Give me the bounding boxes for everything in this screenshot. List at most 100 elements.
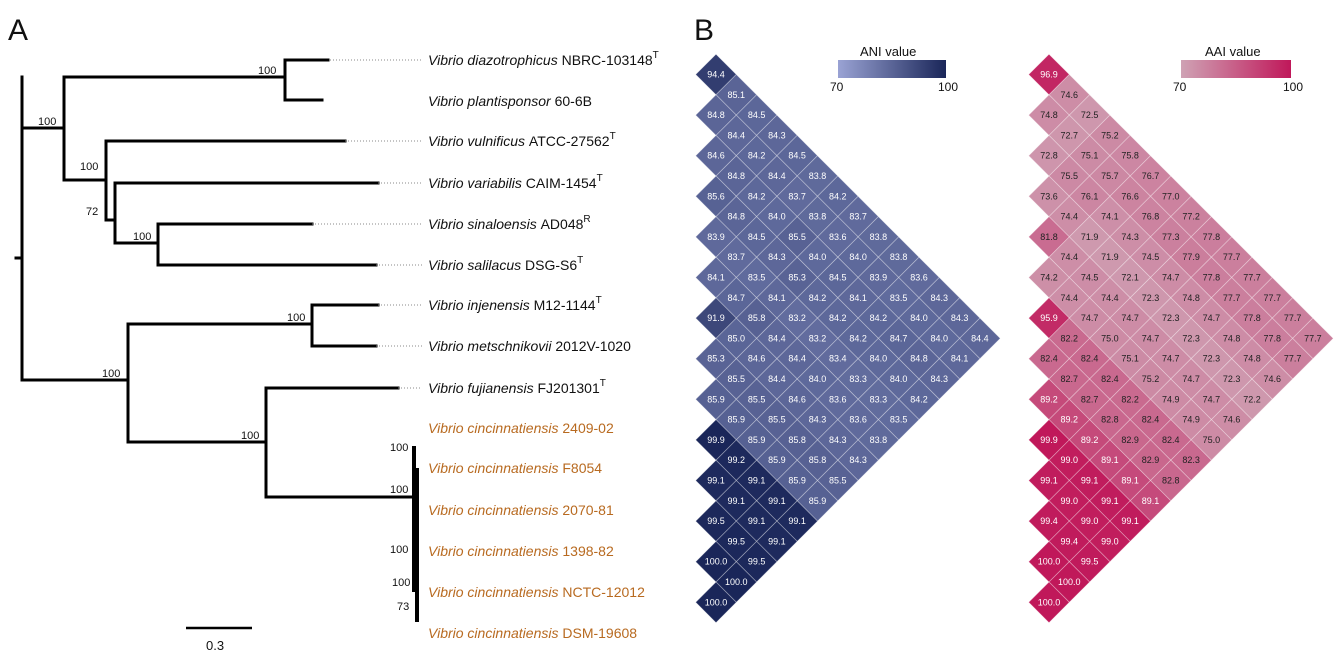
heatmap-cell-value: 74.4 xyxy=(1061,252,1079,262)
heatmap-cell-value: 82.4 xyxy=(1162,435,1180,445)
heatmap-cell-value: 83.4 xyxy=(829,354,847,364)
heatmap-cell-value: 74.9 xyxy=(1162,394,1180,404)
heatmap-cell xyxy=(695,581,737,624)
heatmap-cell-value: 77.8 xyxy=(1203,232,1221,242)
heatmap-cell-value: 99.1 xyxy=(707,476,725,486)
heatmap-cell-value: 74.6 xyxy=(1061,90,1079,100)
heatmap-cell-value: 99.1 xyxy=(768,536,786,546)
panel-label-b: B xyxy=(694,14,714,47)
taxon-superscript: T xyxy=(653,50,659,61)
heatmap-cell-value: 84.2 xyxy=(910,394,928,404)
heatmap-cell-value: 99.0 xyxy=(1061,455,1079,465)
ani-heatmap: 94.485.184.8 84.584.4 84.384.6 84.2 84.584.8… xyxy=(695,53,1001,624)
heatmap-cell-value: 82.9 xyxy=(1121,435,1139,445)
heatmap-cell-value: 84.7 xyxy=(728,293,746,303)
heatmap-cell-value: 84.8 xyxy=(707,110,725,120)
heatmap-cell-value: 84.2 xyxy=(829,313,847,323)
heatmap-cell-value: 77.2 xyxy=(1182,212,1200,222)
heatmap-cell-value: 84.0 xyxy=(809,374,827,384)
heatmap-cell-value: 83.9 xyxy=(707,232,725,242)
heatmap-cell-value: 99.5 xyxy=(748,557,766,567)
aai-legend-max: 100 xyxy=(1283,80,1303,94)
taxon-strain: CAIM-1454 xyxy=(526,175,597,191)
heatmap-cell-value: 74.8 xyxy=(1182,293,1200,303)
heatmap-cell-value: 75.8 xyxy=(1121,151,1139,161)
aai-color-scale xyxy=(1181,60,1291,78)
heatmap-cell-value: 85.3 xyxy=(707,354,725,364)
heatmap-cell-value: 82.8 xyxy=(1101,415,1119,425)
heatmap-cell-value: 72.3 xyxy=(1182,333,1200,343)
heatmap-cell-value: 84.6 xyxy=(748,354,766,364)
heatmap-cell-value: 77.7 xyxy=(1304,333,1322,343)
heatmap-cell-value: 99.1 xyxy=(1081,476,1099,486)
heatmap-cell-value: 99.1 xyxy=(768,496,786,506)
heatmap-cell-value: 85.0 xyxy=(728,333,746,343)
heatmap-cell-value: 95.9 xyxy=(1040,313,1058,323)
heatmap-cell-value: 99.5 xyxy=(1081,557,1099,567)
bootstrap-label: 100 xyxy=(133,231,151,243)
taxon-label: Vibrio metschnikovii 2012V-1020 xyxy=(428,338,631,354)
taxon-strain: 2070-81 xyxy=(562,502,614,518)
heatmap-cell-value: 75.2 xyxy=(1142,374,1160,384)
heatmap-cell-value: 71.9 xyxy=(1081,232,1099,242)
heatmap-cell-value: 84.2 xyxy=(849,333,867,343)
heatmap-cell-value: 84.1 xyxy=(768,293,786,303)
tree-leader-lines xyxy=(312,59,422,389)
ani-legend-title: ANI value xyxy=(860,44,916,59)
heatmap-cell-value: 89.2 xyxy=(1040,394,1058,404)
bootstrap-label: 100 xyxy=(38,116,56,128)
heatmap-cell-value: 84.0 xyxy=(890,374,908,384)
heatmap-cell-value: 82.4 xyxy=(1101,374,1119,384)
taxon-superscript: T xyxy=(610,131,616,142)
taxon-species: Vibrio fujianensis xyxy=(428,380,537,396)
heatmap-cell-value: 84.3 xyxy=(809,415,827,425)
bootstrap-label: 100 xyxy=(390,484,408,496)
heatmap-cell-value: 84.0 xyxy=(809,252,827,262)
heatmap-cell-value: 82.4 xyxy=(1040,354,1058,364)
heatmap-cell-value: 85.9 xyxy=(748,435,766,445)
heatmap-cell-value: 84.3 xyxy=(768,130,786,140)
heatmap-cell-value: 77.7 xyxy=(1264,293,1282,303)
heatmap-cell-value: 82.9 xyxy=(1142,455,1160,465)
taxon-strain: F8054 xyxy=(562,460,602,476)
heatmap-cell-value: 74.7 xyxy=(1162,354,1180,364)
heatmap-cell-value: 84.8 xyxy=(728,212,746,222)
heatmap-cell-value: 77.3 xyxy=(1162,232,1180,242)
heatmap-cell-value: 83.9 xyxy=(870,273,888,283)
scale-bar-label: 0.3 xyxy=(206,638,224,653)
bootstrap-label: 100 xyxy=(258,65,276,77)
taxon-strain: 1398-82 xyxy=(562,543,614,559)
heatmap-cell-value: 84.7 xyxy=(890,333,908,343)
heatmap-cell-value: 84.2 xyxy=(748,151,766,161)
taxon-species: Vibrio variabilis xyxy=(428,175,526,191)
taxon-label: Vibrio vulnificus ATCC-27562T xyxy=(428,131,616,149)
heatmap-cell-value: 99.4 xyxy=(1061,536,1079,546)
taxon-strain: M12-1144 xyxy=(534,297,596,313)
taxon-label: Vibrio cincinnatiensis 1398-82 xyxy=(428,543,614,559)
heatmap-cell-value: 84.4 xyxy=(971,333,989,343)
taxon-species: Vibrio cincinnatiensis xyxy=(428,502,562,518)
heatmap-cell xyxy=(1028,581,1070,624)
heatmap-cell-value: 85.8 xyxy=(788,435,806,445)
heatmap-cell-value: 84.4 xyxy=(728,130,746,140)
heatmap-cell-value: 82.7 xyxy=(1061,374,1079,384)
heatmap-cell-value: 99.4 xyxy=(1040,516,1058,526)
taxon-strain: ATCC-27562 xyxy=(529,133,610,149)
heatmap-cell-value: 84.5 xyxy=(748,110,766,120)
heatmap-cell-value: 75.1 xyxy=(1081,151,1099,161)
heatmap-cell-value: 100.0 xyxy=(1038,597,1061,607)
heatmap-cell-value: 74.7 xyxy=(1162,273,1180,283)
taxon-strain: AD048 xyxy=(541,216,584,232)
heatmap-cell-value: 76.7 xyxy=(1142,171,1160,181)
heatmap-cell-value: 75.7 xyxy=(1101,171,1119,181)
heatmap-cell-value: 83.7 xyxy=(728,252,746,262)
aai-legend-title: AAI value xyxy=(1205,44,1261,59)
heatmap-cell-value: 74.4 xyxy=(1061,212,1079,222)
heatmap-cell-value: 84.8 xyxy=(728,171,746,181)
heatmap-cell-value: 75.0 xyxy=(1203,435,1221,445)
heatmap-cell-value: 83.6 xyxy=(829,394,847,404)
heatmap-cell-value: 85.5 xyxy=(728,374,746,384)
aai-legend-min: 70 xyxy=(1173,80,1187,94)
heatmap-cell-value: 99.1 xyxy=(1040,476,1058,486)
heatmap-cell-value: 84.1 xyxy=(951,354,969,364)
